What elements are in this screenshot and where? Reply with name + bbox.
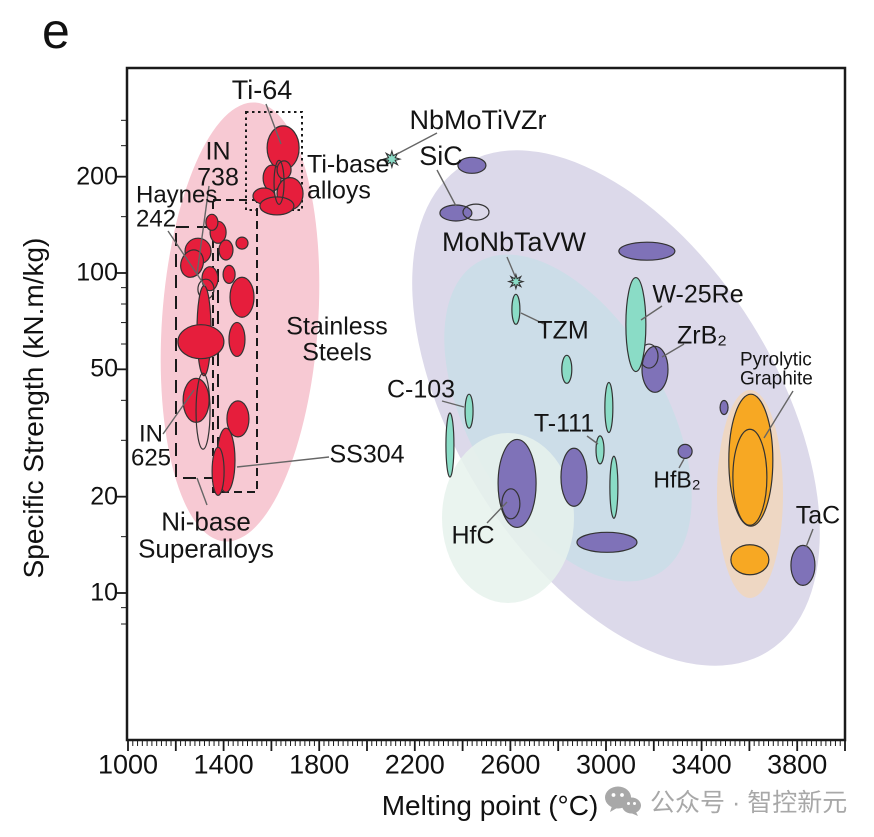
data-ellipse-purple: [576, 531, 638, 553]
data-ellipse-teal: [609, 455, 619, 519]
label-tzm: TZM: [537, 316, 589, 345]
label-pyro-graphite: Pyrolytic Graphite: [740, 349, 813, 390]
leader-line: [441, 400, 465, 408]
label-sic: SiC: [419, 141, 463, 172]
data-star: [381, 149, 402, 170]
y-axis-title: Specific Strength (kN.m/kg): [18, 237, 49, 579]
data-ellipse-teal: [464, 393, 474, 429]
data-ellipse-teal: [511, 293, 521, 325]
data-ellipse-red: [226, 400, 250, 438]
y-tick-label-20: 20: [90, 482, 118, 511]
x-tick-label-1000: 1000: [97, 749, 159, 780]
ni-base-superalloys-box: [175, 226, 219, 479]
panel-label: e: [42, 3, 70, 59]
leader-line: [167, 230, 206, 287]
leader-line: [586, 435, 599, 445]
label-stainless: Stainless Steels: [286, 312, 388, 366]
data-star: [506, 272, 525, 291]
leader-line: [661, 343, 685, 358]
leader-line: [763, 390, 794, 439]
x-tick-label-2200: 2200: [384, 749, 445, 780]
leader-line: [486, 501, 508, 524]
leader-line: [805, 528, 814, 548]
data-ellipse-orange: [732, 428, 768, 526]
data-ellipse-orange: [730, 544, 770, 576]
data-ellipse-red: [218, 239, 234, 261]
x-tick-label-3800: 3800: [767, 749, 828, 780]
label-ni-base: Ni-base Superalloys: [138, 506, 274, 563]
data-ellipse-red: [201, 266, 219, 292]
label-ss304: SS304: [329, 440, 405, 469]
x-tick-label-2600: 2600: [480, 749, 541, 780]
label-nbmotivzr: NbMoTiVZr: [409, 105, 547, 136]
label-monbtavw: MoNbTaVW: [441, 227, 587, 258]
label-ti-base: Ti-base alloys: [307, 150, 390, 204]
data-ellipse-purple: [719, 399, 729, 416]
label-in-738: IN 738: [197, 137, 239, 191]
y-tick-label-100: 100: [76, 258, 118, 287]
label-in-625: IN 625: [130, 420, 172, 472]
label-zrb2: ZrB₂: [677, 321, 727, 350]
data-ellipse-red: [211, 446, 225, 496]
y-tick-label-200: 200: [76, 162, 118, 191]
data-ellipse-red: [259, 196, 295, 216]
x-tick-label-3000: 3000: [575, 749, 637, 780]
data-ellipse-purple: [501, 488, 521, 520]
data-ellipse-purple: [790, 544, 816, 586]
plot-frame: [125, 66, 847, 742]
leader-line: [506, 256, 516, 277]
label-hfc: HfC: [451, 521, 495, 550]
wechat-icon: [605, 786, 641, 816]
leader-line: [162, 389, 195, 435]
leader-line: [396, 132, 438, 155]
data-ellipse-purple: [641, 345, 669, 393]
data-ellipse-red: [235, 236, 249, 250]
label-w-25re: W-25Re: [652, 280, 744, 309]
data-ellipse-red: [177, 324, 225, 360]
data-ellipse-red: [205, 213, 219, 231]
x-tick-label-1800: 1800: [289, 749, 350, 780]
label-t-111: T-111: [533, 409, 595, 438]
label-ti-64: Ti-64: [231, 75, 293, 106]
data-ellipse-red: [222, 264, 236, 284]
leader-line: [265, 103, 282, 145]
leader-line: [196, 477, 208, 506]
leader-line: [436, 169, 457, 207]
leader-line: [196, 185, 210, 275]
data-ellipse-red: [228, 321, 246, 358]
data-ellipse-purple: [618, 241, 676, 261]
label-tac: TaC: [795, 501, 841, 530]
data-ellipse-teal: [561, 354, 573, 384]
data-ellipse-red: [229, 276, 255, 318]
y-tick-label-10: 10: [90, 578, 118, 607]
data-ellipse-purple: [457, 156, 487, 174]
data-ellipse-teal: [625, 276, 647, 373]
watermark: 公众号 · 智控新元: [604, 783, 847, 819]
y-tick-label-50: 50: [90, 354, 118, 383]
data-ellipse-teal: [604, 381, 614, 434]
leader-line: [678, 458, 685, 469]
label-hfb2: HfB₂: [653, 466, 701, 493]
data-ellipse-purple: [677, 443, 693, 460]
leader-line: [520, 312, 545, 325]
x-tick-label-1400: 1400: [193, 749, 254, 780]
leader-line: [236, 456, 330, 468]
data-ellipse-purple: [462, 203, 490, 221]
data-ellipse-purple: [497, 438, 537, 529]
data-ellipse-orange: [728, 393, 774, 527]
label-c-103: C-103: [386, 375, 456, 404]
data-ellipse-red: [195, 372, 211, 450]
x-tick-label-3400: 3400: [671, 749, 732, 780]
data-ellipse-red: [273, 159, 285, 205]
x-axis-title: Melting point (°C): [381, 790, 599, 821]
data-ellipse-teal: [445, 412, 455, 478]
watermark-text: 公众号 · 智控新元: [650, 789, 848, 817]
label-haynes-242: Haynes 242: [136, 181, 218, 233]
data-ellipse-teal: [595, 435, 605, 465]
leader-line: [640, 305, 663, 321]
data-ellipse-purple: [560, 447, 588, 507]
